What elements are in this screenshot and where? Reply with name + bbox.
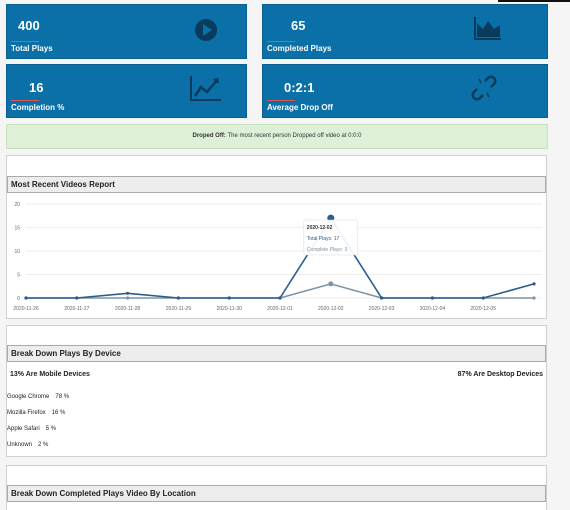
average-drop-off-label: Average Drop Off <box>267 100 333 112</box>
play-circle-icon <box>195 19 217 41</box>
browser-row: Mozilla Firefox 16 % <box>7 410 65 416</box>
total-plays-value: 400 <box>18 18 40 33</box>
x-tick-label: 2020-11-30 <box>217 306 242 312</box>
y-tick-label: 0 <box>17 296 20 302</box>
x-tick-label: 2020-11-26 <box>13 306 38 312</box>
data-point <box>24 296 28 300</box>
completion-percent-label: Completion % <box>11 100 65 112</box>
data-point <box>75 296 79 300</box>
completion-percent-value: 16 <box>29 80 44 95</box>
average-drop-off-value: 0:2:1 <box>284 80 315 95</box>
browser-name: Unknown <box>7 442 33 448</box>
x-tick-label: 2020-11-29 <box>166 306 191 312</box>
data-point <box>532 282 536 286</box>
x-tick-label: 2020-12-02 <box>318 306 344 312</box>
x-tick-label: 2020-12-05 <box>470 306 496 312</box>
data-point <box>430 296 434 300</box>
data-point <box>126 291 130 295</box>
recent-videos-panel: Most Recent Videos Report 0 5 10 15 20 2020-1… <box>6 155 547 319</box>
tooltip-total-plays: Total Plays: 17 <box>307 236 340 242</box>
y-tick-label: 5 <box>17 273 20 279</box>
browser-row: Google Chrome 78 % <box>7 394 69 400</box>
completed-plays-label: Completed Plays <box>267 41 332 53</box>
device-breakdown-heading: Break Down Plays By Device <box>7 345 546 362</box>
y-tick-label: 15 <box>14 226 20 232</box>
location-breakdown-heading: Break Down Completed Plays Video By Loca… <box>7 485 546 502</box>
data-point <box>532 296 536 300</box>
browser-percent: 78 % <box>55 394 70 400</box>
browser-name: Google Chrome <box>7 394 50 400</box>
browser-percent: 5 % <box>45 426 57 432</box>
desktop-devices-stat: 87% Are Desktop Devices <box>457 371 543 378</box>
drop-off-alert: Droped Off: The most recent person Dropp… <box>6 124 548 149</box>
x-tick-label: 2020-12-03 <box>369 306 395 312</box>
tooltip-date: 2020-12-02 <box>307 225 333 231</box>
data-point <box>176 296 180 300</box>
data-point <box>278 296 282 300</box>
recent-videos-chart: 0 5 10 15 20 2020-11-26 2020-11-27 2020-11-28 20… <box>13 202 542 312</box>
average-drop-off-tile: 0:2:1 Average Drop Off <box>262 64 548 118</box>
x-tick-label: 2020-12-01 <box>267 306 293 312</box>
browser-name: Apple Safari <box>7 426 40 432</box>
completed-plays-value: 65 <box>291 18 306 33</box>
total-plays-tile: 400 Total Plays <box>6 4 247 59</box>
location-breakdown-panel: Break Down Completed Plays Video By Loca… <box>6 465 547 510</box>
data-point <box>380 296 384 300</box>
data-point <box>481 296 485 300</box>
alert-title: Droped Off: <box>192 133 226 139</box>
top-edge-bar <box>498 0 570 2</box>
device-breakdown-panel: Break Down Plays By Device 13% Are Mobil… <box>6 325 547 457</box>
data-point <box>227 296 231 300</box>
total-plays-label: Total Plays <box>11 41 53 53</box>
data-point <box>126 296 130 300</box>
line-chart-icon <box>190 76 221 101</box>
y-tick-label: 10 <box>14 249 20 255</box>
y-tick-label: 20 <box>14 202 20 208</box>
x-tick-label: 2020-12-04 <box>420 306 446 312</box>
completion-percent-tile: 16 Completion % <box>6 64 247 118</box>
mobile-devices-stat: 13% Are Mobile Devices <box>10 371 90 378</box>
area-chart-icon <box>474 17 501 40</box>
completed-plays-tile: 65 Completed Plays <box>262 4 548 59</box>
browser-percent: 16 % <box>51 410 66 416</box>
chart-tooltip <box>303 219 359 256</box>
x-tick-label: 2020-11-28 <box>115 306 140 312</box>
broken-link-icon <box>471 75 497 101</box>
tooltip-complete-plays: Complete Plays: 3 <box>307 247 348 253</box>
browser-row: Apple Safari 5 % <box>7 426 56 432</box>
browser-row: Unknown 2 % <box>7 442 48 448</box>
alert-message: The most recent person Dropped off video… <box>227 133 362 139</box>
x-tick-label: 2020-11-27 <box>64 306 89 312</box>
browser-percent: 2 % <box>38 442 49 448</box>
recent-videos-heading: Most Recent Videos Report <box>7 176 546 193</box>
browser-name: Mozilla Firefox <box>7 410 46 416</box>
highlight-point <box>328 281 334 287</box>
series-line <box>26 216 535 299</box>
